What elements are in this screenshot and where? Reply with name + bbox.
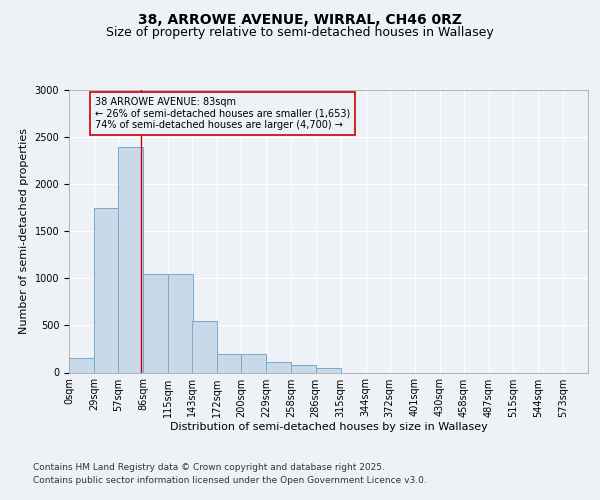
X-axis label: Distribution of semi-detached houses by size in Wallasey: Distribution of semi-detached houses by … xyxy=(170,422,487,432)
Text: Contains HM Land Registry data © Crown copyright and database right 2025.: Contains HM Land Registry data © Crown c… xyxy=(33,464,385,472)
Bar xyxy=(118,146,143,372)
Bar xyxy=(241,354,266,372)
Text: 38 ARROWE AVENUE: 83sqm
← 26% of semi-detached houses are smaller (1,653)
74% of: 38 ARROWE AVENUE: 83sqm ← 26% of semi-de… xyxy=(95,96,350,130)
Bar xyxy=(168,274,193,372)
Y-axis label: Number of semi-detached properties: Number of semi-detached properties xyxy=(19,128,29,334)
Text: Contains public sector information licensed under the Open Government Licence v3: Contains public sector information licen… xyxy=(33,476,427,485)
Bar xyxy=(316,368,341,372)
Text: Size of property relative to semi-detached houses in Wallasey: Size of property relative to semi-detach… xyxy=(106,26,494,39)
Bar xyxy=(291,365,316,372)
Bar xyxy=(266,362,292,372)
Text: 38, ARROWE AVENUE, WIRRAL, CH46 0RZ: 38, ARROWE AVENUE, WIRRAL, CH46 0RZ xyxy=(138,12,462,26)
Bar xyxy=(94,208,119,372)
Bar xyxy=(69,358,94,372)
Bar xyxy=(143,274,168,372)
Bar xyxy=(192,320,217,372)
Bar xyxy=(217,354,242,372)
